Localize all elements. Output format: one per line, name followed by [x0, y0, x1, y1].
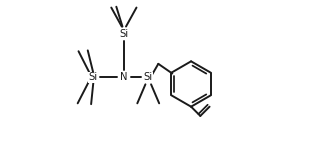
Text: Si: Si: [88, 72, 97, 82]
Text: N: N: [120, 72, 128, 82]
Text: Si: Si: [144, 72, 153, 82]
Text: Si: Si: [119, 29, 128, 39]
